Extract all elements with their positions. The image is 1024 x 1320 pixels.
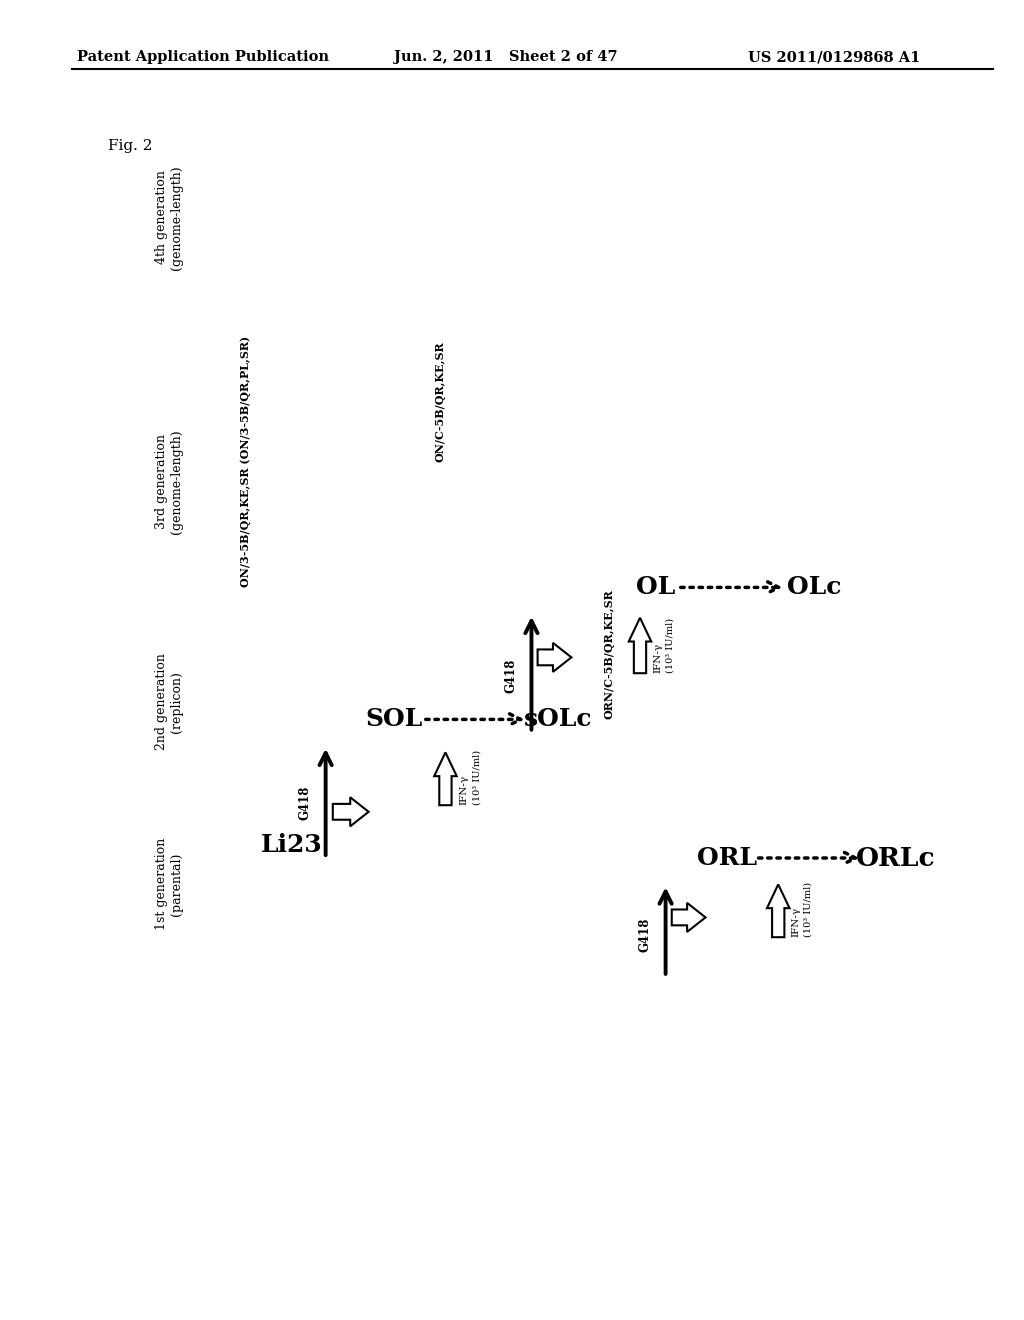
FancyArrow shape	[434, 752, 457, 805]
Text: ORL: ORL	[697, 846, 757, 870]
Text: ON/3-5B/QR,KE,SR (ON/3-5B/QR,PL,SR): ON/3-5B/QR,KE,SR (ON/3-5B/QR,PL,SR)	[241, 337, 251, 587]
Text: sOLc: sOLc	[524, 708, 592, 731]
Text: US 2011/0129868 A1: US 2011/0129868 A1	[748, 50, 920, 65]
Text: Li23: Li23	[261, 833, 323, 857]
Text: SOL: SOL	[366, 708, 423, 731]
Text: G418: G418	[298, 785, 311, 820]
Text: OLc: OLc	[786, 576, 842, 599]
Text: (10³ IU/ml): (10³ IU/ml)	[472, 750, 481, 805]
Text: (10³ IU/ml): (10³ IU/ml)	[804, 882, 813, 937]
Text: 1st generation
(parental): 1st generation (parental)	[155, 838, 183, 931]
Text: 4th generation
(genome-length): 4th generation (genome-length)	[155, 165, 183, 269]
Text: ORN/C-5B/QR,KE,SR: ORN/C-5B/QR,KE,SR	[604, 590, 614, 719]
FancyArrow shape	[767, 884, 790, 937]
FancyArrow shape	[333, 797, 369, 826]
Text: Fig. 2: Fig. 2	[108, 139, 152, 153]
Text: OL: OL	[636, 576, 675, 599]
Text: ORLc: ORLc	[856, 846, 936, 870]
FancyArrow shape	[672, 903, 706, 932]
Text: ON/C-5B/QR,KE,SR: ON/C-5B/QR,KE,SR	[435, 342, 445, 462]
Text: IFN-γ: IFN-γ	[653, 643, 663, 673]
Text: Jun. 2, 2011   Sheet 2 of 47: Jun. 2, 2011 Sheet 2 of 47	[394, 50, 617, 65]
Text: Patent Application Publication: Patent Application Publication	[77, 50, 329, 65]
Text: 3rd generation
(genome-length): 3rd generation (genome-length)	[155, 429, 183, 533]
FancyArrow shape	[538, 643, 571, 672]
FancyArrow shape	[629, 618, 651, 673]
Text: (10³ IU/ml): (10³ IU/ml)	[666, 618, 675, 673]
Text: G418: G418	[638, 917, 651, 952]
Text: IFN-γ: IFN-γ	[460, 775, 469, 805]
Text: IFN-γ: IFN-γ	[792, 907, 801, 937]
Text: 2nd generation
(replicon): 2nd generation (replicon)	[155, 653, 183, 750]
Text: G418: G418	[504, 659, 517, 693]
